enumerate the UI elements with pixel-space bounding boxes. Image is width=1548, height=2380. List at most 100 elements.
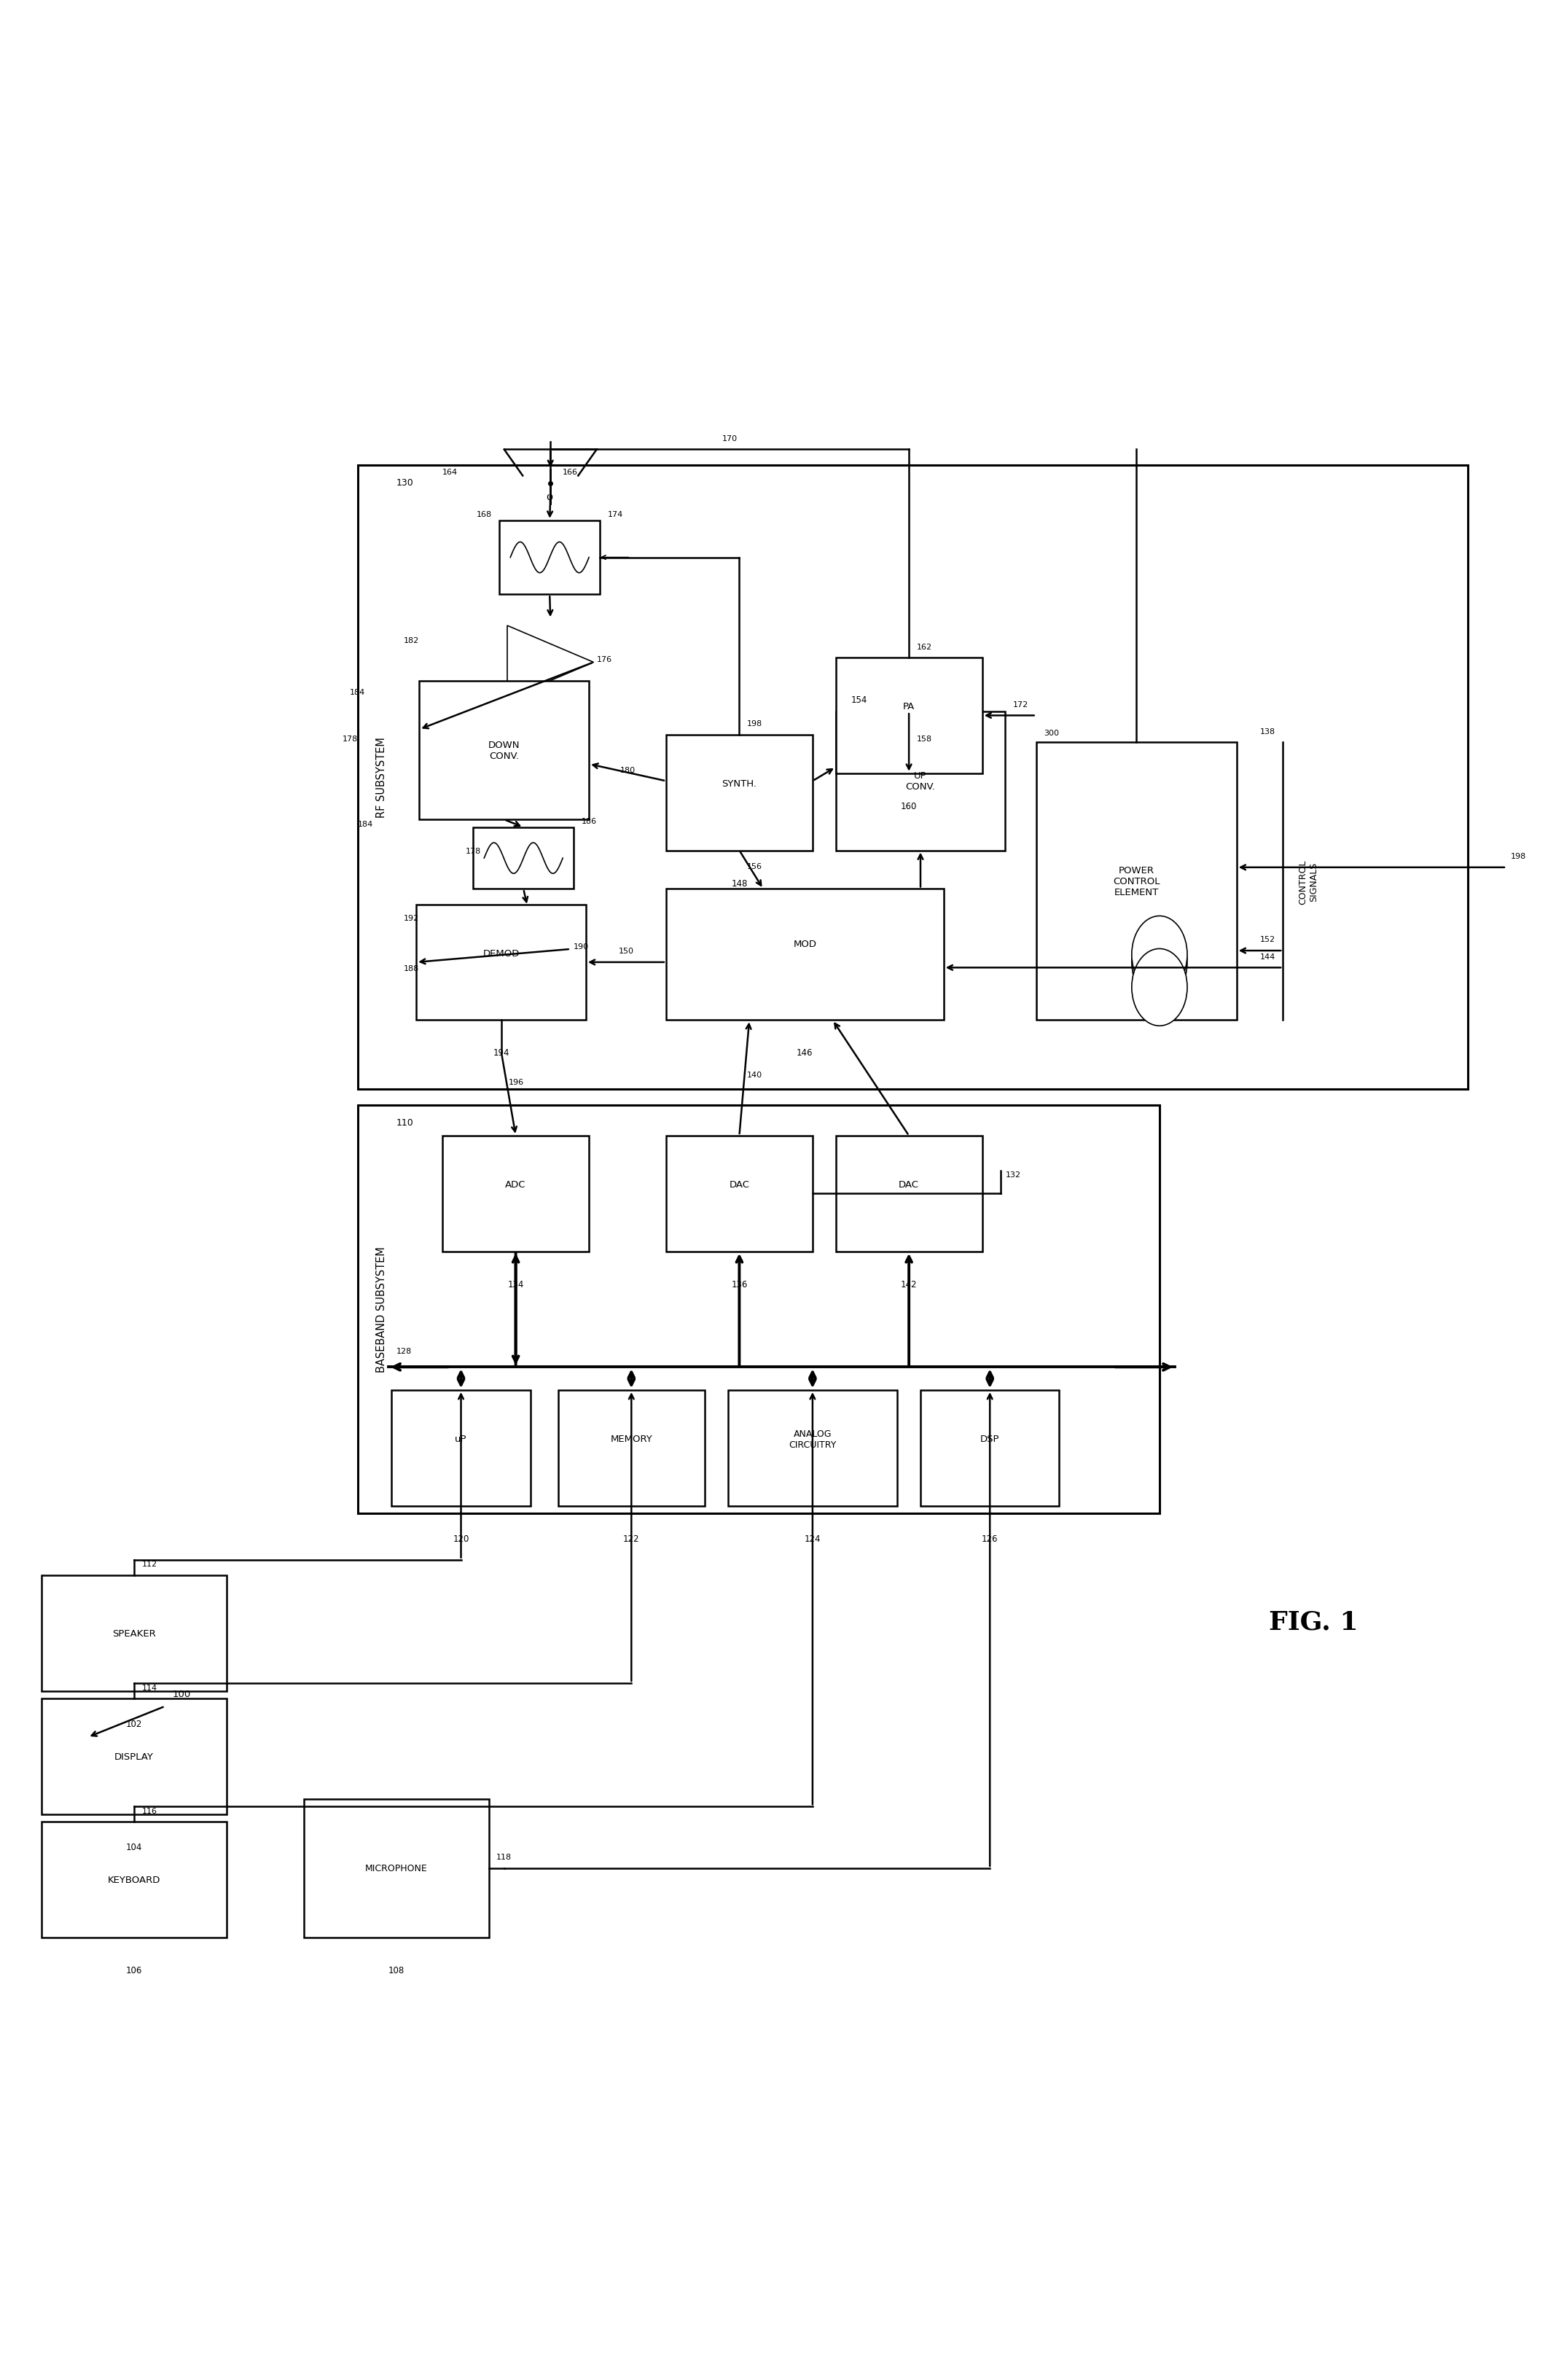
Bar (836, 659, 981, 774)
Text: 146: 146 (797, 1047, 813, 1057)
Text: 196: 196 (509, 1078, 525, 1085)
Bar (420, 681, 588, 821)
Bar (303, 1799, 489, 1937)
Bar (443, 1135, 588, 1252)
Text: DAC: DAC (729, 1180, 749, 1190)
Text: 104: 104 (125, 1842, 142, 1852)
Text: FIG. 1: FIG. 1 (1269, 1609, 1358, 1635)
Text: 194: 194 (492, 1047, 509, 1057)
Text: 186: 186 (580, 816, 596, 823)
Text: 124: 124 (805, 1533, 820, 1542)
Text: 184: 184 (350, 688, 365, 697)
Text: 184: 184 (358, 821, 373, 828)
Text: 152: 152 (1260, 935, 1276, 942)
Text: 174: 174 (607, 512, 622, 519)
Ellipse shape (1132, 923, 1187, 1002)
Bar (42, 1576, 226, 1692)
Text: 182: 182 (404, 638, 420, 645)
Text: 148: 148 (731, 878, 748, 888)
Text: 176: 176 (596, 657, 611, 664)
Bar (42, 1699, 226, 1814)
Text: 170: 170 (721, 436, 737, 443)
Text: ANALOG
CIRCUITRY: ANALOG CIRCUITRY (789, 1428, 836, 1449)
Bar (1036, 743, 1237, 1021)
Bar (666, 735, 813, 850)
Text: 136: 136 (731, 1280, 748, 1290)
Text: 118: 118 (497, 1854, 512, 1861)
Text: KEYBOARD: KEYBOARD (108, 1875, 161, 1885)
Text: 166: 166 (563, 469, 577, 476)
Text: MEMORY: MEMORY (610, 1435, 652, 1445)
Text: 130: 130 (396, 478, 413, 488)
Bar (666, 1135, 813, 1252)
Text: 188: 188 (404, 964, 420, 971)
Text: DOWN
CONV.: DOWN CONV. (488, 740, 520, 762)
Text: POWER
CONTROL
ELEMENT: POWER CONTROL ELEMENT (1113, 866, 1159, 897)
Text: DEMOD: DEMOD (483, 950, 520, 959)
Text: 158: 158 (916, 735, 932, 743)
Text: φ: φ (546, 493, 553, 502)
Ellipse shape (1132, 916, 1187, 992)
Text: 142: 142 (901, 1280, 916, 1290)
Polygon shape (508, 626, 593, 700)
Text: 120: 120 (454, 1533, 469, 1542)
Text: 150: 150 (618, 947, 633, 954)
Text: 128: 128 (396, 1347, 412, 1354)
Text: MICROPHONE: MICROPHONE (365, 1864, 427, 1873)
Text: 190: 190 (574, 942, 588, 950)
Text: 132: 132 (1005, 1171, 1020, 1178)
Text: 138: 138 (1260, 728, 1276, 735)
Text: 126: 126 (981, 1533, 998, 1542)
Text: 154: 154 (851, 695, 867, 704)
Bar (358, 1104, 1159, 1514)
Text: 112: 112 (142, 1561, 158, 1568)
Text: 172: 172 (1012, 702, 1028, 709)
Text: ADC: ADC (505, 1180, 526, 1190)
Text: 110: 110 (396, 1119, 413, 1128)
Bar (836, 712, 1005, 850)
Text: 180: 180 (619, 766, 635, 774)
Bar (42, 1823, 226, 1937)
Bar (392, 1390, 531, 1507)
Text: 160: 160 (901, 802, 916, 812)
Bar (500, 521, 599, 595)
Text: 134: 134 (508, 1280, 523, 1290)
Text: SYNTH.: SYNTH. (721, 778, 757, 788)
Text: 164: 164 (443, 469, 458, 476)
Text: 122: 122 (624, 1533, 639, 1542)
Bar (921, 1390, 1059, 1507)
Text: BASEBAND SUBSYSTEM: BASEBAND SUBSYSTEM (376, 1247, 387, 1373)
Text: 106: 106 (125, 1966, 142, 1975)
Text: SPEAKER: SPEAKER (113, 1628, 156, 1637)
Bar (358, 466, 1468, 1090)
Text: 116: 116 (142, 1806, 156, 1814)
Text: 140: 140 (748, 1071, 763, 1078)
Text: 192: 192 (404, 914, 420, 921)
Text: 198: 198 (1511, 852, 1526, 859)
Text: DISPLAY: DISPLAY (115, 1752, 153, 1761)
Text: 300: 300 (1043, 728, 1059, 738)
Text: UP
CONV.: UP CONV. (906, 771, 935, 793)
Text: 162: 162 (916, 643, 932, 650)
Text: RF SUBSYSTEM: RF SUBSYSTEM (376, 738, 387, 819)
Text: CONTROL
SIGNALS: CONTROL SIGNALS (1299, 859, 1319, 904)
Bar (416, 904, 585, 1021)
Text: DAC: DAC (899, 1180, 920, 1190)
Text: 178: 178 (342, 735, 358, 743)
Text: PA: PA (902, 702, 915, 712)
Text: 198: 198 (748, 721, 763, 728)
Text: 114: 114 (142, 1683, 158, 1692)
Text: uP: uP (455, 1435, 467, 1445)
Bar (666, 890, 944, 1021)
Text: 100: 100 (173, 1690, 190, 1699)
Text: 168: 168 (477, 512, 492, 519)
Polygon shape (485, 914, 571, 985)
Text: 102: 102 (125, 1718, 142, 1728)
Bar (474, 828, 574, 890)
Text: 178: 178 (466, 847, 481, 854)
Text: 108: 108 (389, 1966, 404, 1975)
Bar (836, 1135, 981, 1252)
Text: 156: 156 (748, 864, 762, 871)
Bar (728, 1390, 898, 1507)
Text: 144: 144 (1260, 952, 1276, 959)
